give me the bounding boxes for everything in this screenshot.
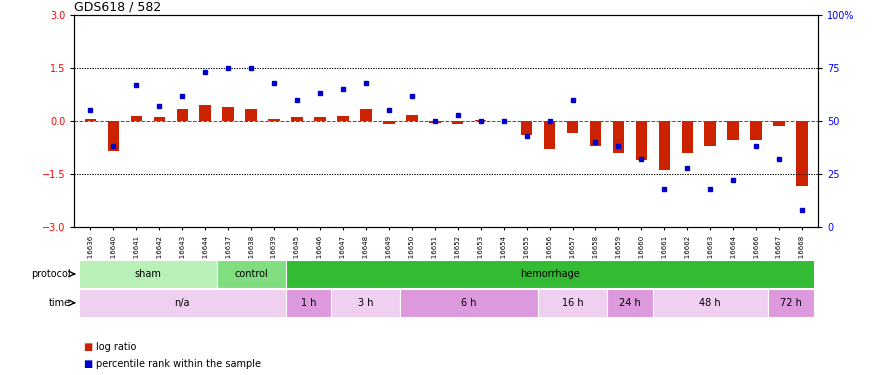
Text: 1 h: 1 h (301, 298, 316, 308)
Bar (285, 289, 332, 317)
Text: ■: ■ (83, 342, 93, 352)
Bar (682, 121, 693, 153)
Bar (314, 117, 326, 121)
Bar (607, 289, 653, 317)
Text: ■: ■ (83, 359, 93, 369)
Bar (429, 121, 440, 123)
Bar (751, 121, 762, 140)
Bar (360, 109, 372, 121)
Bar (635, 121, 648, 160)
Text: 3 h: 3 h (358, 298, 374, 308)
Bar (217, 260, 285, 288)
Text: sham: sham (135, 269, 161, 279)
Bar (567, 121, 578, 133)
Bar (108, 121, 119, 151)
Text: time: time (48, 298, 71, 308)
Text: 48 h: 48 h (699, 298, 721, 308)
Text: percentile rank within the sample: percentile rank within the sample (96, 359, 262, 369)
Bar (659, 121, 670, 170)
Bar (727, 121, 738, 140)
Bar (475, 120, 487, 121)
Text: 72 h: 72 h (780, 298, 802, 308)
Bar (543, 121, 556, 149)
Bar (538, 289, 607, 317)
Bar (177, 109, 188, 121)
Bar (612, 121, 624, 153)
Bar (269, 119, 280, 121)
Bar (401, 289, 538, 317)
Bar (452, 121, 464, 124)
Text: 24 h: 24 h (619, 298, 640, 308)
Bar (291, 117, 303, 121)
Bar (767, 289, 814, 317)
Bar (796, 121, 808, 186)
Bar (653, 289, 767, 317)
Text: control: control (234, 269, 268, 279)
Bar (79, 260, 217, 288)
Text: log ratio: log ratio (96, 342, 136, 352)
Bar (79, 289, 285, 317)
Bar (85, 119, 96, 121)
Bar (521, 121, 532, 135)
Bar (245, 109, 257, 121)
Bar (285, 260, 814, 288)
Bar (337, 116, 349, 121)
Bar (383, 121, 395, 124)
Bar (154, 117, 165, 121)
Bar (406, 115, 417, 121)
Text: n/a: n/a (174, 298, 190, 308)
Text: hemorrhage: hemorrhage (520, 269, 579, 279)
Text: 6 h: 6 h (461, 298, 477, 308)
Text: GDS618 / 582: GDS618 / 582 (74, 1, 162, 14)
Bar (130, 116, 142, 121)
Bar (590, 121, 601, 146)
Bar (200, 105, 211, 121)
Bar (774, 121, 785, 126)
Text: 16 h: 16 h (562, 298, 584, 308)
Text: protocol: protocol (31, 269, 71, 279)
Bar (222, 107, 234, 121)
Bar (332, 289, 401, 317)
Bar (704, 121, 716, 146)
